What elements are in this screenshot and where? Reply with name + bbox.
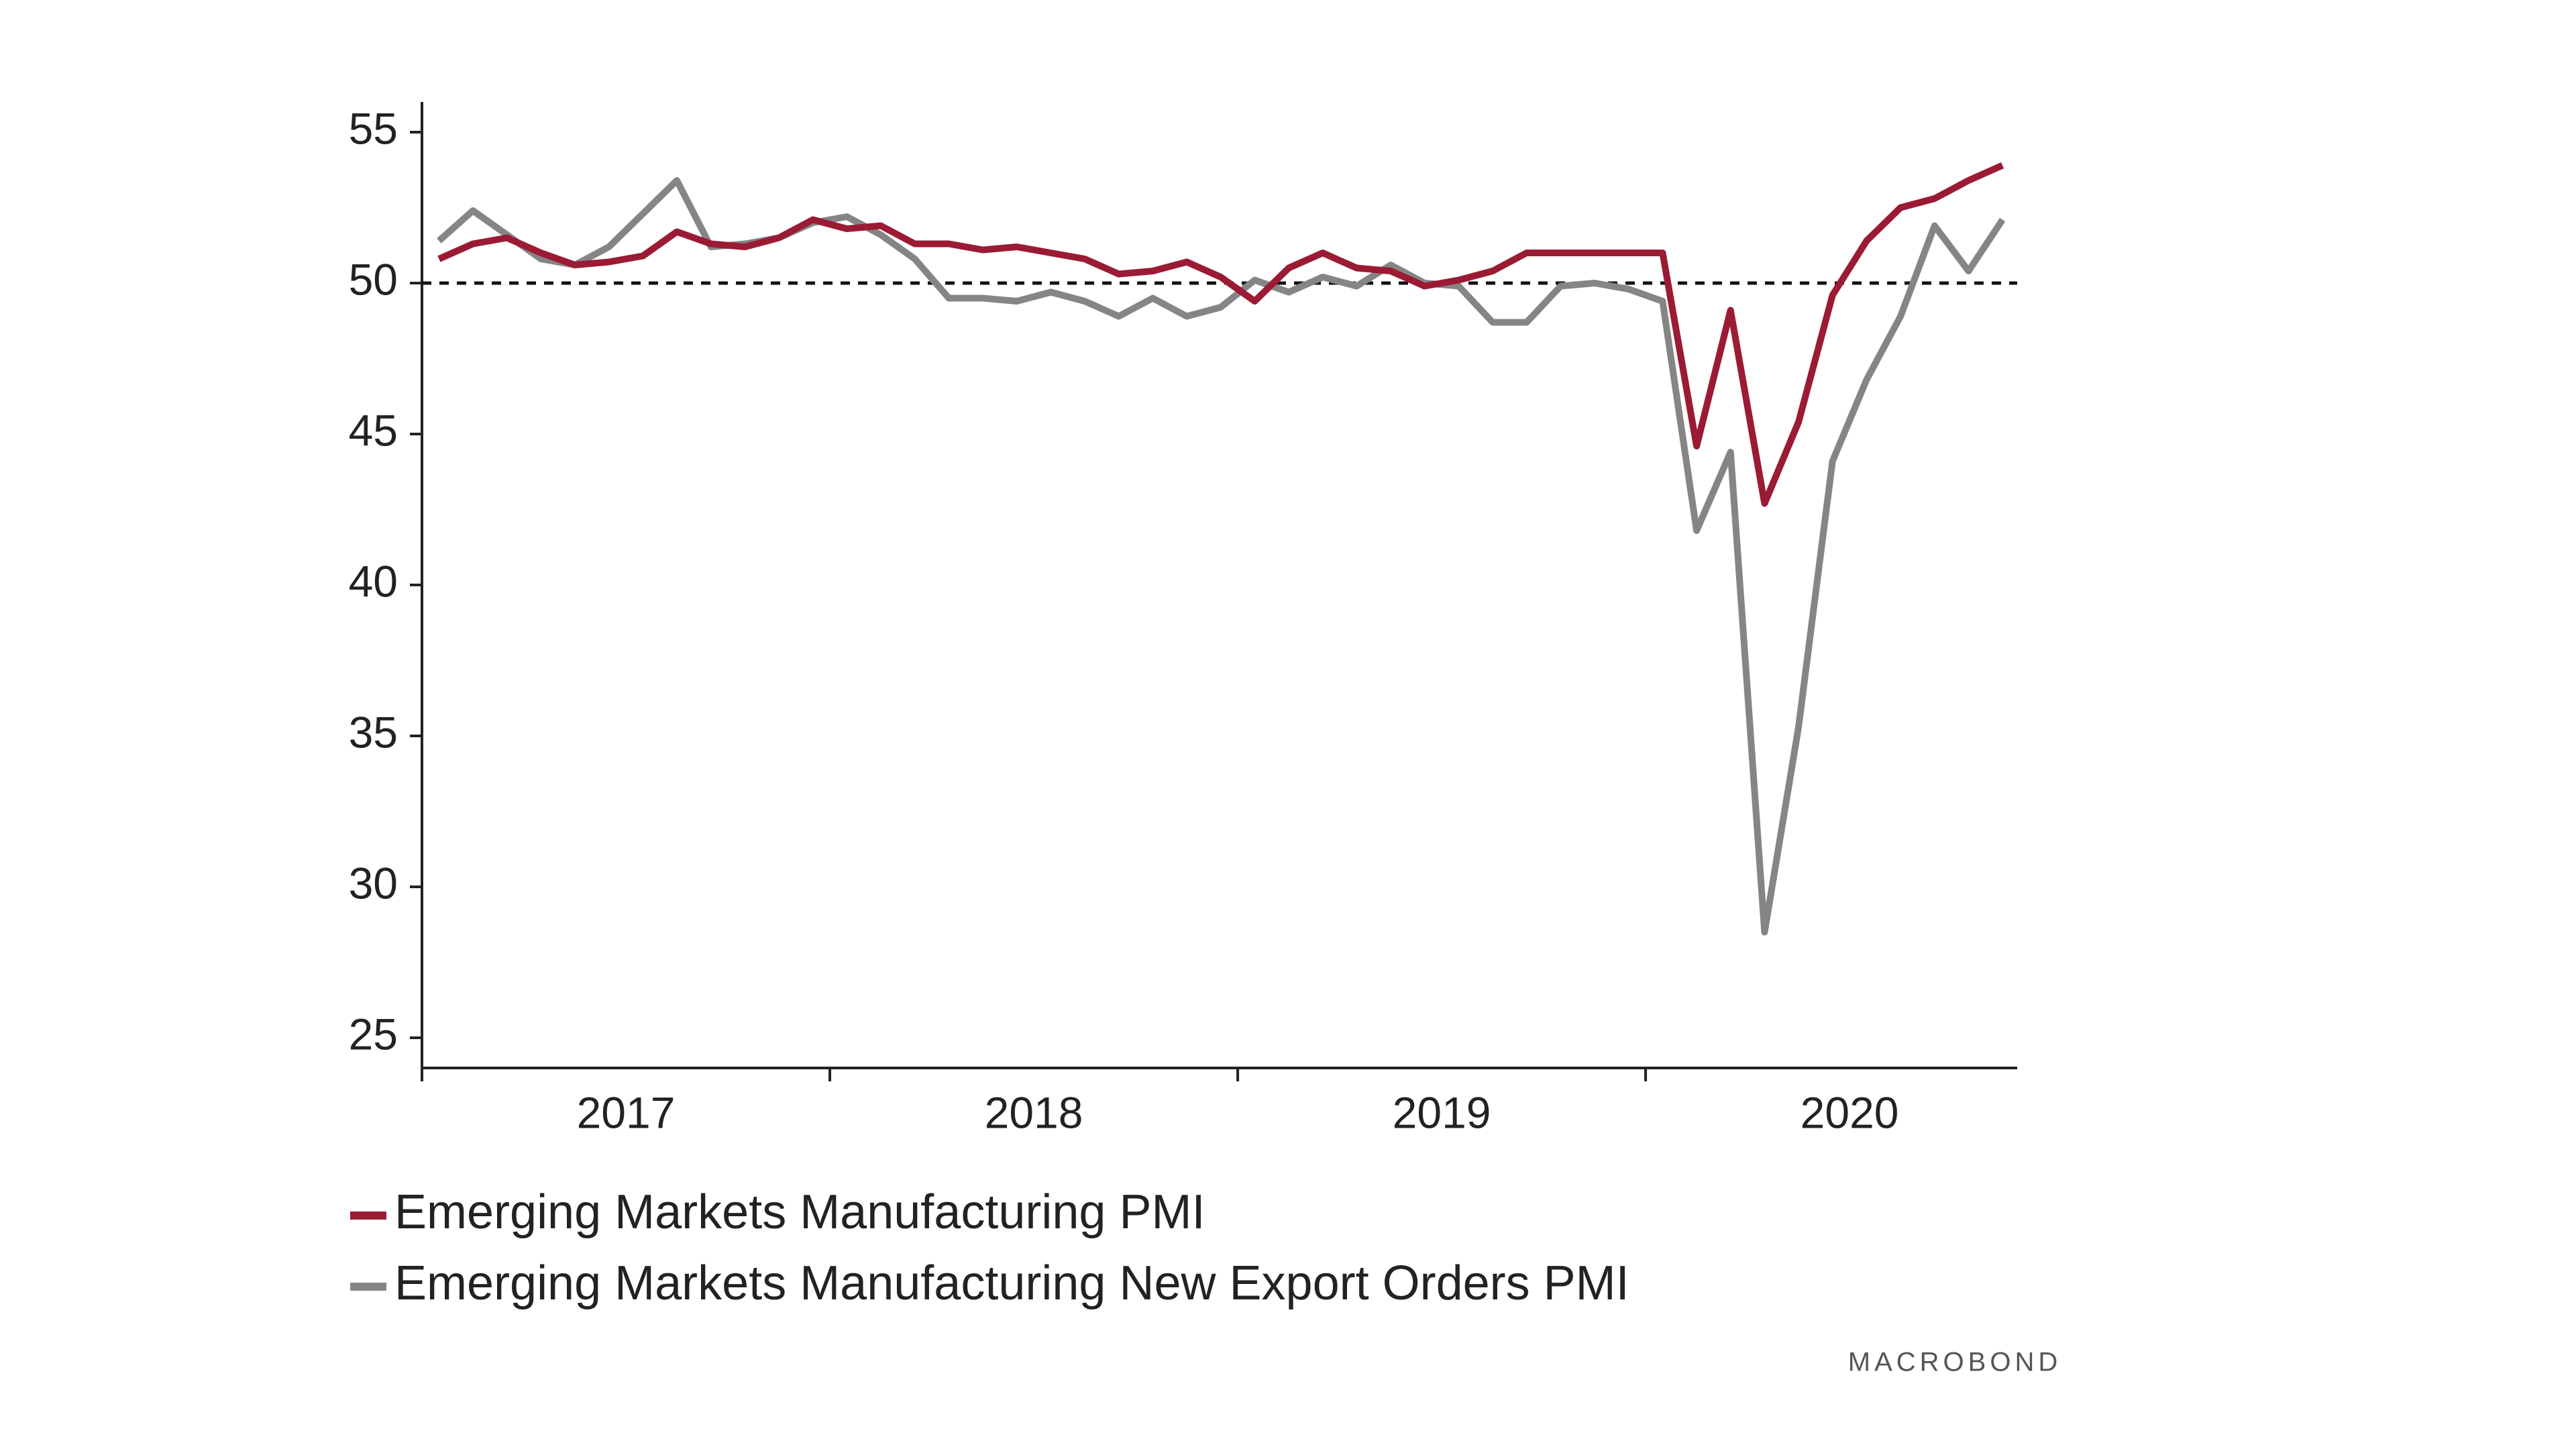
- series-line: [437, 162, 2004, 507]
- y-tick-label: 35: [349, 707, 398, 757]
- y-tick-label: 55: [349, 103, 398, 153]
- y-tick-label: 50: [349, 254, 398, 304]
- legend-label: Emerging Markets Manufacturing New Expor…: [394, 1256, 1629, 1310]
- y-tick-label: 30: [349, 858, 398, 908]
- x-tick-label: 2018: [985, 1087, 1083, 1137]
- y-tick-label: 25: [349, 1009, 398, 1059]
- legend-label: Emerging Markets Manufacturing PMI: [394, 1185, 1205, 1239]
- watermark: MACROBOND: [1848, 1348, 2061, 1377]
- y-tick-label: 45: [349, 405, 398, 455]
- x-tick-label: 2019: [1393, 1087, 1491, 1137]
- series-line: [437, 177, 2006, 936]
- y-tick-label: 40: [349, 556, 398, 606]
- x-tick-label: 2020: [1801, 1087, 1899, 1137]
- x-tick-label: 2017: [577, 1087, 676, 1137]
